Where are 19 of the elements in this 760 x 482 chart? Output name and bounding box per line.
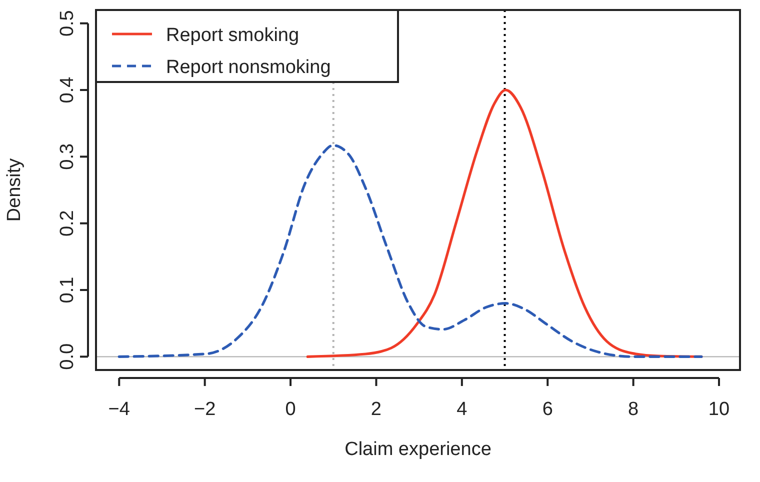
y-tick-label: 0.3 — [57, 143, 78, 170]
y-tick-label: 0.4 — [57, 76, 78, 104]
x-tick-label: 2 — [370, 399, 382, 420]
x-tick-label: 4 — [456, 399, 468, 420]
legend-label: Report smoking — [166, 25, 300, 46]
line-series — [118, 144, 703, 358]
x-tick-label: −2 — [194, 399, 216, 420]
x-tick-label: 10 — [708, 399, 730, 420]
x-tick-label: 8 — [628, 399, 639, 420]
legend-label: Report nonsmoking — [166, 57, 331, 78]
y-tick-label: 0.0 — [57, 343, 78, 370]
x-tick-label: 0 — [285, 399, 296, 420]
y-tick-label: 0.2 — [57, 210, 78, 237]
y-tick-label: 0.1 — [57, 276, 78, 304]
x-axis-title: Claim experience — [344, 439, 492, 460]
y-axis-title: Density — [4, 158, 25, 222]
y-tick-label: 0.5 — [57, 10, 78, 37]
x-tick-label: −4 — [108, 399, 130, 420]
x-tick-label: 6 — [542, 399, 553, 420]
